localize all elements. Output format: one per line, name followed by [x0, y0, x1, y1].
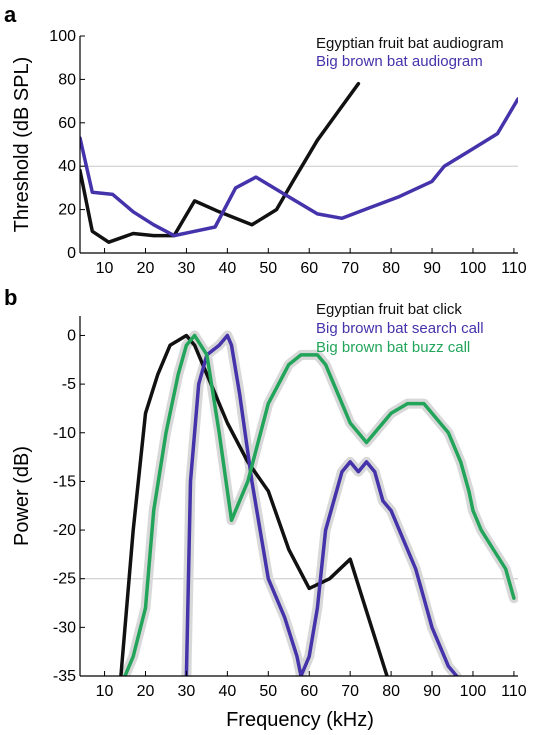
x-tick-label: 60: [300, 260, 318, 277]
x-tick-label: 70: [341, 260, 359, 277]
y-tick-label: -20: [53, 522, 76, 539]
legend-entry: Big brown bat audiogram: [316, 53, 483, 70]
x-tick-label: 20: [137, 683, 155, 700]
panel-a-ylabel: Threshold (dB SPL): [11, 57, 33, 233]
egyptian-fruit-bat-click-line: [119, 333, 389, 676]
y-tick-label: 60: [58, 115, 76, 132]
y-tick-label: 100: [49, 28, 76, 45]
x-tick-label: 100: [460, 260, 487, 277]
y-tick-label: -25: [53, 571, 76, 588]
x-tick-label: 80: [382, 683, 400, 700]
panel-b-bands: [120, 330, 518, 676]
panel-b-ylabel: Power (dB): [11, 446, 33, 546]
panel-b-letter: b: [4, 285, 17, 310]
x-tick-label: 10: [96, 260, 114, 277]
panel-b-legend: Egyptian fruit bat click Big brown bat se…: [316, 301, 484, 356]
legend-entry: Big brown bat buzz call: [316, 339, 470, 356]
x-tick-label: 40: [218, 260, 236, 277]
legend-entry: Egyptian fruit bat click: [316, 301, 462, 318]
y-tick-label: 0: [67, 327, 76, 344]
y-tick-label: -10: [53, 425, 76, 442]
egyptian-fruit-bat-audiogram-line: [80, 81, 361, 244]
panel-b-axes: 0 -5 -10 -15 -20 -25 -30 -35 10 20 30 40 50 60 70 80 90 1…: [53, 316, 527, 700]
x-tick-label: 40: [218, 683, 236, 700]
y-tick-label: 80: [58, 71, 76, 88]
y-tick-label: 20: [58, 202, 76, 219]
y-tick-label: -15: [53, 473, 76, 490]
x-tick-label: 20: [137, 260, 155, 277]
x-tick-label: 50: [259, 260, 277, 277]
x-tick-label: 110: [501, 260, 527, 277]
x-tick-label: 50: [259, 683, 277, 700]
x-tick-label: 60: [300, 683, 318, 700]
x-tick-label: 100: [460, 683, 487, 700]
y-tick-label: -35: [53, 668, 76, 685]
panel-a-letter: a: [4, 2, 17, 27]
x-tick-label: 70: [341, 683, 359, 700]
legend-entry: Big brown bat search call: [316, 320, 484, 337]
y-tick-label: 0: [67, 245, 76, 262]
y-tick-label: 40: [58, 158, 76, 175]
big-brown-bat-search-call-line: [184, 333, 459, 676]
panel-a-axes: 0 20 40 60 80 100 10 20 30 40 50 60 70 80 90 100 110: [49, 28, 526, 277]
shared-xlabel: Frequency (kHz): [226, 709, 374, 731]
x-tick-label: 110: [501, 683, 527, 700]
x-tick-label: 90: [423, 260, 441, 277]
panel-b: b 0 -5 -10 -15 -20 -25 -30 -35 10 20 30 40 50 60 70 80 9…: [4, 285, 527, 700]
panel-a-series: [80, 81, 518, 244]
big-brown-bat-audiogram-line: [80, 97, 518, 238]
panel-b-series: [119, 333, 516, 676]
legend-entry: Egyptian fruit bat audiogram: [316, 35, 504, 52]
x-tick-label: 10: [96, 683, 114, 700]
y-tick-label: -30: [53, 619, 76, 636]
panel-a: a 0 20 40 60 80 100 10 20 30 40 50 60 70 80 90 100 110 T…: [4, 2, 527, 277]
y-tick-label: -5: [62, 376, 76, 393]
x-tick-label: 90: [423, 683, 441, 700]
x-tick-label: 30: [178, 260, 196, 277]
big-brown-bat-buzz-call-line: [123, 333, 516, 676]
x-tick-label: 30: [178, 683, 196, 700]
x-tick-label: 80: [382, 260, 400, 277]
